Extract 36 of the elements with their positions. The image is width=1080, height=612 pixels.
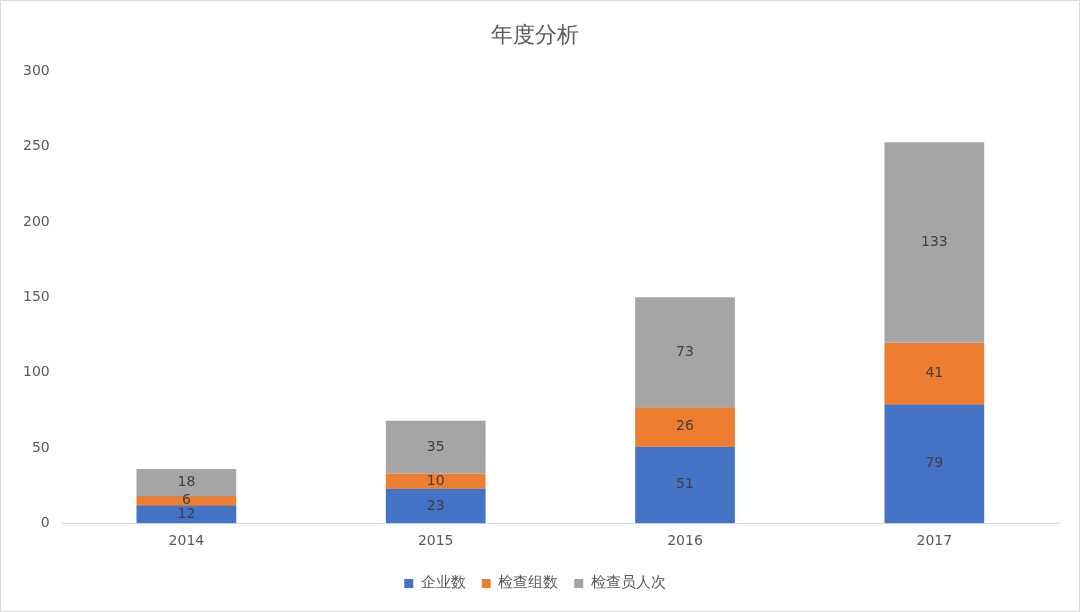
y-tick-label: 250	[22, 137, 50, 154]
y-tick-label: 50	[31, 438, 50, 455]
legend-label: 企业数	[420, 573, 466, 592]
y-tick-label: 0	[40, 513, 50, 530]
x-tick-label: 2014	[168, 532, 205, 549]
data-label: 35	[426, 437, 445, 454]
x-tick-label: 2017	[916, 532, 953, 549]
data-label: 18	[177, 473, 196, 490]
y-tick-label: 200	[22, 212, 50, 229]
data-label: 10	[426, 471, 445, 488]
bar	[385, 488, 486, 524]
data-label: 41	[925, 363, 944, 380]
data-label: 79	[925, 454, 944, 471]
data-label: 133	[920, 232, 948, 249]
bar	[635, 297, 735, 408]
data-label: 51	[676, 475, 694, 492]
chart-title: 年度分析	[491, 21, 579, 47]
bar	[635, 407, 735, 447]
legend-label: 检查组数	[498, 573, 559, 592]
data-label: 23	[426, 496, 445, 513]
bar	[635, 446, 735, 524]
bar	[385, 473, 486, 489]
y-tick-label: 100	[22, 363, 50, 380]
x-tick-label: 2016	[667, 532, 703, 549]
bar	[884, 404, 985, 524]
bar	[884, 342, 985, 405]
x-tick-label: 2015	[417, 532, 454, 549]
data-label: 73	[676, 342, 694, 359]
legend-label: 检查员人次	[590, 573, 666, 592]
bar	[385, 420, 486, 474]
y-tick-label: 150	[22, 287, 50, 304]
bar	[136, 496, 237, 506]
y-tick-label: 300	[22, 62, 50, 79]
data-label: 26	[676, 417, 695, 434]
bar	[136, 505, 237, 524]
bar	[884, 142, 985, 343]
